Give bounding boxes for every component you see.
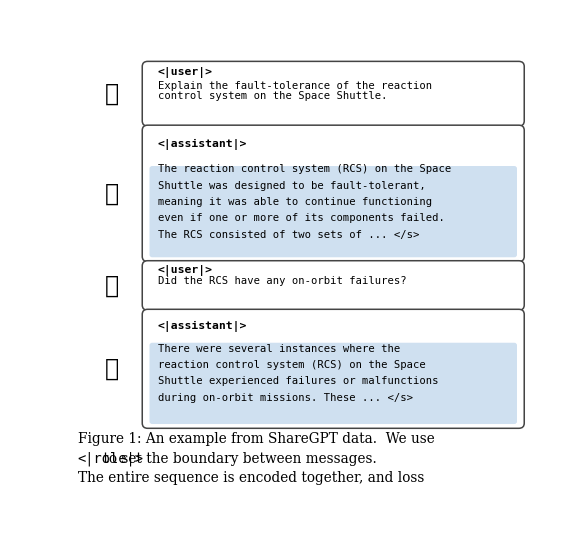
Text: 🤖: 🤖 (105, 181, 119, 205)
Text: Did the RCS have any on-orbit failures?: Did the RCS have any on-orbit failures? (158, 276, 406, 286)
Text: meaning it was able to continue functioning: meaning it was able to continue function… (158, 197, 432, 207)
FancyBboxPatch shape (150, 166, 517, 257)
Text: Explain the fault-tolerance of the reaction: Explain the fault-tolerance of the react… (158, 81, 432, 91)
Text: The RCS consisted of two sets of ... </s>: The RCS consisted of two sets of ... </s… (158, 230, 419, 240)
Text: <|role|>: <|role|> (78, 451, 144, 466)
Text: <|user|>: <|user|> (158, 67, 213, 78)
FancyBboxPatch shape (142, 309, 524, 429)
Text: <|assistant|>: <|assistant|> (158, 139, 247, 150)
FancyBboxPatch shape (142, 61, 524, 126)
Text: 🧑: 🧑 (105, 81, 119, 105)
FancyBboxPatch shape (142, 125, 524, 262)
Text: during on-orbit missions. These ... </s>: during on-orbit missions. These ... </s> (158, 393, 413, 403)
FancyBboxPatch shape (150, 343, 517, 424)
Text: Shuttle experienced failures or malfunctions: Shuttle experienced failures or malfunct… (158, 377, 438, 387)
Text: The reaction control system (RCS) on the Space: The reaction control system (RCS) on the… (158, 165, 451, 174)
Text: to set the boundary between messages.: to set the boundary between messages. (99, 451, 376, 465)
Text: Figure 1: An example from ShareGPT data.  We use: Figure 1: An example from ShareGPT data.… (78, 432, 434, 446)
Text: The entire sequence is encoded together, and loss: The entire sequence is encoded together,… (78, 471, 424, 485)
Text: control system on the Space Shuttle.: control system on the Space Shuttle. (158, 92, 387, 101)
Text: 🧑: 🧑 (105, 273, 119, 297)
Text: There were several instances where the: There were several instances where the (158, 344, 400, 354)
Text: Shuttle was designed to be fault-tolerant,: Shuttle was designed to be fault-toleran… (158, 181, 425, 191)
Text: 🤖: 🤖 (105, 357, 119, 381)
Text: reaction control system (RCS) on the Space: reaction control system (RCS) on the Spa… (158, 360, 425, 370)
Text: <|assistant|>: <|assistant|> (158, 321, 247, 332)
FancyBboxPatch shape (142, 261, 524, 310)
Text: <|user|>: <|user|> (158, 264, 213, 276)
Text: even if one or more of its components failed.: even if one or more of its components fa… (158, 213, 444, 223)
